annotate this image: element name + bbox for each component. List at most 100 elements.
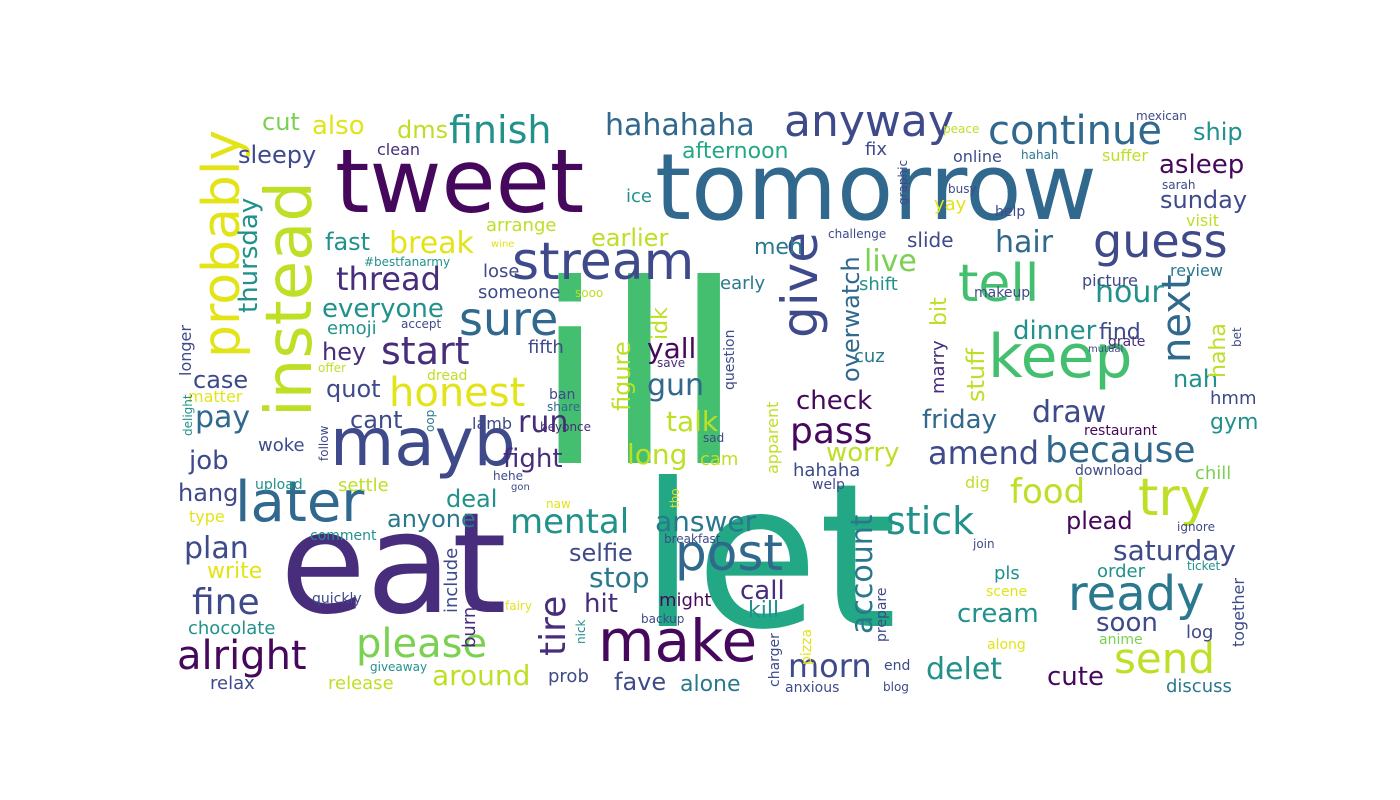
word-nick: nick (574, 619, 588, 644)
word-fine: fine (192, 582, 260, 623)
word-quot: quot (326, 375, 381, 403)
word-hair: hair (995, 225, 1054, 260)
word-pass: pass (790, 411, 873, 452)
word-early: early (720, 273, 766, 294)
word-yay: yay (934, 194, 967, 215)
word-case: case (193, 366, 249, 394)
word-fairy: fairy (505, 599, 532, 613)
word-sarah: sarah (1162, 178, 1196, 192)
word-answer: answer (655, 505, 757, 538)
word-prepare: prepare (874, 587, 890, 642)
word-together: together (1229, 577, 1248, 647)
word-restaurant: restaurant (1084, 423, 1157, 439)
word-figure: figure (608, 341, 636, 412)
word-hmm: hmm (1210, 388, 1257, 409)
word-sunday: sunday (1160, 186, 1248, 214)
word-accept: accept (401, 317, 442, 331)
word-stop: stop (589, 561, 650, 594)
word-wine: wine (491, 239, 515, 250)
word-grate: grate (1108, 334, 1146, 350)
word-backup: backup (641, 612, 685, 626)
word-check: check (796, 386, 873, 416)
word-someone: someone (478, 282, 561, 303)
word-bit: bit (927, 296, 952, 326)
word-join: join (973, 537, 995, 551)
word-help: help (995, 204, 1026, 220)
word-longer: longer (176, 324, 195, 376)
word-download: download (1075, 463, 1143, 479)
word-try: try (1138, 468, 1211, 528)
word-relax: relax (210, 673, 255, 694)
word-ignore: ignore (1177, 520, 1215, 534)
word-anime: anime (1099, 632, 1143, 648)
word-follow: follow (317, 425, 331, 462)
word-food: food (1010, 472, 1086, 512)
word-lose: lose (483, 261, 520, 282)
word-offer: offer (318, 361, 346, 375)
word-ship: ship (1193, 118, 1243, 146)
word-amend: amend (928, 434, 1040, 472)
word-naw: naw (546, 497, 571, 511)
word-earlier: earlier (591, 224, 669, 252)
word-might: might (659, 590, 712, 611)
word-gym: gym (1210, 410, 1259, 435)
word-hehe: hehe (493, 469, 523, 483)
word-meh: meh (754, 235, 803, 260)
word-call: call (740, 576, 785, 606)
word-share: share (547, 400, 581, 414)
word-find: find (1099, 320, 1141, 345)
word-fast: fast (325, 228, 371, 256)
word-instead: instead (253, 180, 327, 417)
word-clean: clean (377, 140, 421, 159)
word-draw: draw (1032, 395, 1107, 430)
word-live: live (864, 244, 917, 279)
word-gun: gun (647, 368, 705, 403)
word-review: review (1170, 261, 1223, 280)
word-start: start (381, 329, 470, 373)
word-because: because (1045, 430, 1196, 471)
word-matter: matter (188, 387, 243, 406)
word-tho: tho (668, 487, 682, 508)
word-pizza: pizza (799, 628, 815, 665)
word-alright: alright (177, 633, 307, 679)
word-asleep: asleep (1159, 150, 1245, 180)
word-hit: hit (584, 589, 618, 619)
word-run: run (518, 405, 569, 440)
word-fight: fight (503, 444, 563, 474)
word-delight: delight (181, 394, 195, 437)
word-log: log (1186, 622, 1214, 643)
word-bestfanarmy: #bestfanarmy (364, 255, 451, 269)
word-ban: ban (549, 387, 576, 403)
word-stream: stream (512, 232, 695, 292)
word-hey: hey (322, 338, 367, 366)
word-mental: mental (510, 502, 630, 542)
word-anxious: anxious (785, 680, 840, 696)
word-anyone: anyone (387, 505, 476, 533)
word-bet: bet (1230, 326, 1244, 347)
word-picture: picture (1082, 271, 1138, 290)
word-hahah: hahah (1021, 148, 1059, 162)
word-cut: cut (262, 108, 300, 136)
word-hang: hang (178, 479, 239, 507)
word-ice: ice (626, 186, 652, 207)
word-later: later (235, 470, 365, 535)
word-selfie: selfie (569, 539, 633, 567)
word-makeup: makeup (974, 285, 1031, 301)
word-worry: worry (826, 438, 900, 468)
word-cuz: cuz (854, 346, 885, 367)
word-post: post (675, 524, 783, 582)
word-write: write (207, 559, 263, 584)
word-welp: welp (812, 477, 845, 493)
word-release: release (328, 673, 394, 694)
word-fave: fave (614, 668, 667, 696)
word-honest: honest (389, 370, 526, 416)
word-tell: tell (958, 254, 1040, 314)
word-keep: keep (988, 322, 1133, 392)
word-send: send (1114, 634, 1216, 683)
word-dig: dig (965, 473, 990, 492)
word-tomorrow: tomorrow (655, 134, 1097, 241)
word-thread: thread (336, 260, 441, 298)
word-saturday: saturday (1113, 534, 1236, 567)
word-emoji: emoji (327, 318, 377, 339)
word-suffer: suffer (1102, 146, 1148, 165)
